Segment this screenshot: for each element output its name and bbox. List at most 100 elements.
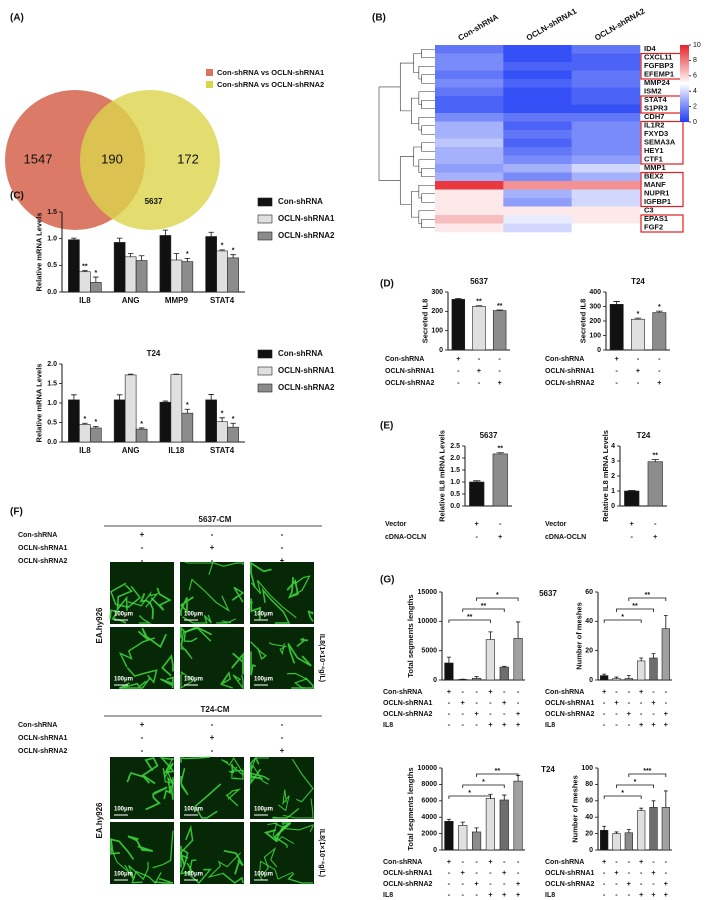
- chart-title: 5637: [470, 277, 488, 286]
- condition-mark: -: [475, 890, 478, 899]
- condition-label: IL8: [545, 892, 555, 899]
- vessel: [127, 591, 159, 608]
- vessel: [138, 615, 152, 624]
- bar: [170, 259, 183, 293]
- heatmap-cell: [503, 198, 572, 207]
- error-bar: [93, 426, 99, 428]
- condition-label: OCLN-shRNA1: [545, 700, 594, 707]
- significance-bracket: [476, 597, 519, 601]
- condition-label: OCLN-shRNA2: [385, 380, 434, 387]
- significance: *: [94, 270, 97, 277]
- row-label: ID4: [644, 44, 657, 53]
- significance-bracket: [628, 773, 667, 777]
- error-bar: [71, 237, 77, 240]
- condition-mark: -: [615, 378, 618, 387]
- row-label: FXYD3: [644, 129, 668, 138]
- error-bar: [219, 249, 225, 251]
- heatmap-cell: [435, 181, 504, 190]
- bar: [79, 271, 91, 293]
- condition-mark: -: [603, 868, 606, 877]
- micrograph: [250, 757, 314, 819]
- condition-mark: +: [664, 879, 669, 888]
- heatmap-cell: [571, 70, 641, 80]
- condition-mark: -: [517, 868, 520, 877]
- condition-mark: -: [628, 687, 631, 696]
- bar: [649, 807, 658, 851]
- condition-mark: -: [448, 720, 451, 729]
- heatmap-cell: [503, 130, 572, 139]
- condition-label: cDNA-OCLN: [385, 534, 426, 541]
- condition-mark: -: [476, 532, 479, 541]
- vessel: [250, 561, 272, 588]
- condition-mark: +: [516, 879, 521, 888]
- condition-mark: -: [652, 857, 655, 866]
- bar: [485, 639, 496, 681]
- condition-mark: -: [615, 687, 618, 696]
- y-tick-label: 0: [433, 847, 437, 854]
- y-tick-label: 5000: [421, 648, 437, 655]
- legend-swatch: [206, 69, 213, 76]
- significance: *: [140, 421, 143, 428]
- condition-mark: +: [488, 720, 493, 729]
- significance: *: [621, 790, 624, 797]
- bar: [68, 239, 80, 293]
- row-label: S1PR3: [644, 104, 668, 113]
- error-bar: [82, 270, 88, 272]
- significance: *: [186, 402, 189, 409]
- bar: [205, 399, 217, 443]
- bar: [68, 399, 80, 443]
- row-label: MANF: [644, 180, 666, 189]
- significance-bracket: [448, 795, 491, 799]
- vessel: [124, 861, 149, 881]
- condition-label: OCLN-shRNA2: [545, 380, 594, 387]
- condition-mark: -: [281, 720, 284, 729]
- condition-label: OCLN-shRNA1: [545, 870, 594, 877]
- legend-swatch: [257, 349, 273, 359]
- vessel: [180, 756, 210, 763]
- y-tick-label: 2: [611, 473, 615, 480]
- heatmap-cell: [503, 155, 572, 165]
- heatmap-cell: [571, 181, 641, 190]
- significance: *: [94, 419, 97, 426]
- bar: [637, 660, 646, 681]
- condition-mark: -: [475, 698, 478, 707]
- error-bar: [488, 631, 493, 640]
- condition-label: Vector: [385, 521, 407, 528]
- error-bar: [127, 373, 134, 375]
- error-bar: [138, 255, 145, 261]
- colorbar-label: 10: [693, 42, 701, 49]
- y-tick-label: 200: [589, 318, 601, 325]
- condition-label: OCLN-shRNA2: [545, 881, 594, 888]
- chart-title: T24: [147, 349, 161, 358]
- bar: [90, 282, 102, 293]
- heatmap-cell: [503, 121, 572, 131]
- heatmap-cell: [503, 87, 572, 97]
- y-axis-label: Secreted IL8: [578, 299, 587, 344]
- condition-mark: +: [516, 709, 521, 718]
- condition-label: Con-shRNA: [18, 722, 57, 729]
- row-label: ISM2: [644, 87, 662, 96]
- heatmap-cell: [503, 104, 572, 114]
- error-bar: [230, 254, 236, 258]
- y-tick-label: 1.0: [47, 236, 57, 243]
- vessel: [291, 758, 314, 803]
- condition-mark: -: [628, 857, 631, 866]
- condition-mark: +: [614, 698, 619, 707]
- heatmap-cell: [571, 113, 641, 122]
- significance: **: [497, 303, 503, 310]
- heatmap-cell: [503, 172, 572, 182]
- vessel: [258, 860, 294, 881]
- error-bar: [184, 258, 191, 262]
- condition-label: Con-shRNA: [385, 356, 424, 363]
- condition-mark: -: [652, 709, 655, 718]
- micrograph: [110, 562, 174, 624]
- y-tick-label: 0: [597, 347, 601, 354]
- vessel: [250, 579, 297, 619]
- condition-mark: -: [652, 687, 655, 696]
- condition-mark: -: [503, 709, 506, 718]
- row-label: MMP24: [644, 78, 671, 87]
- y-axis-label: Relative mRNA Levels: [34, 364, 43, 443]
- error-bar: [473, 480, 481, 482]
- vessel: [283, 798, 314, 819]
